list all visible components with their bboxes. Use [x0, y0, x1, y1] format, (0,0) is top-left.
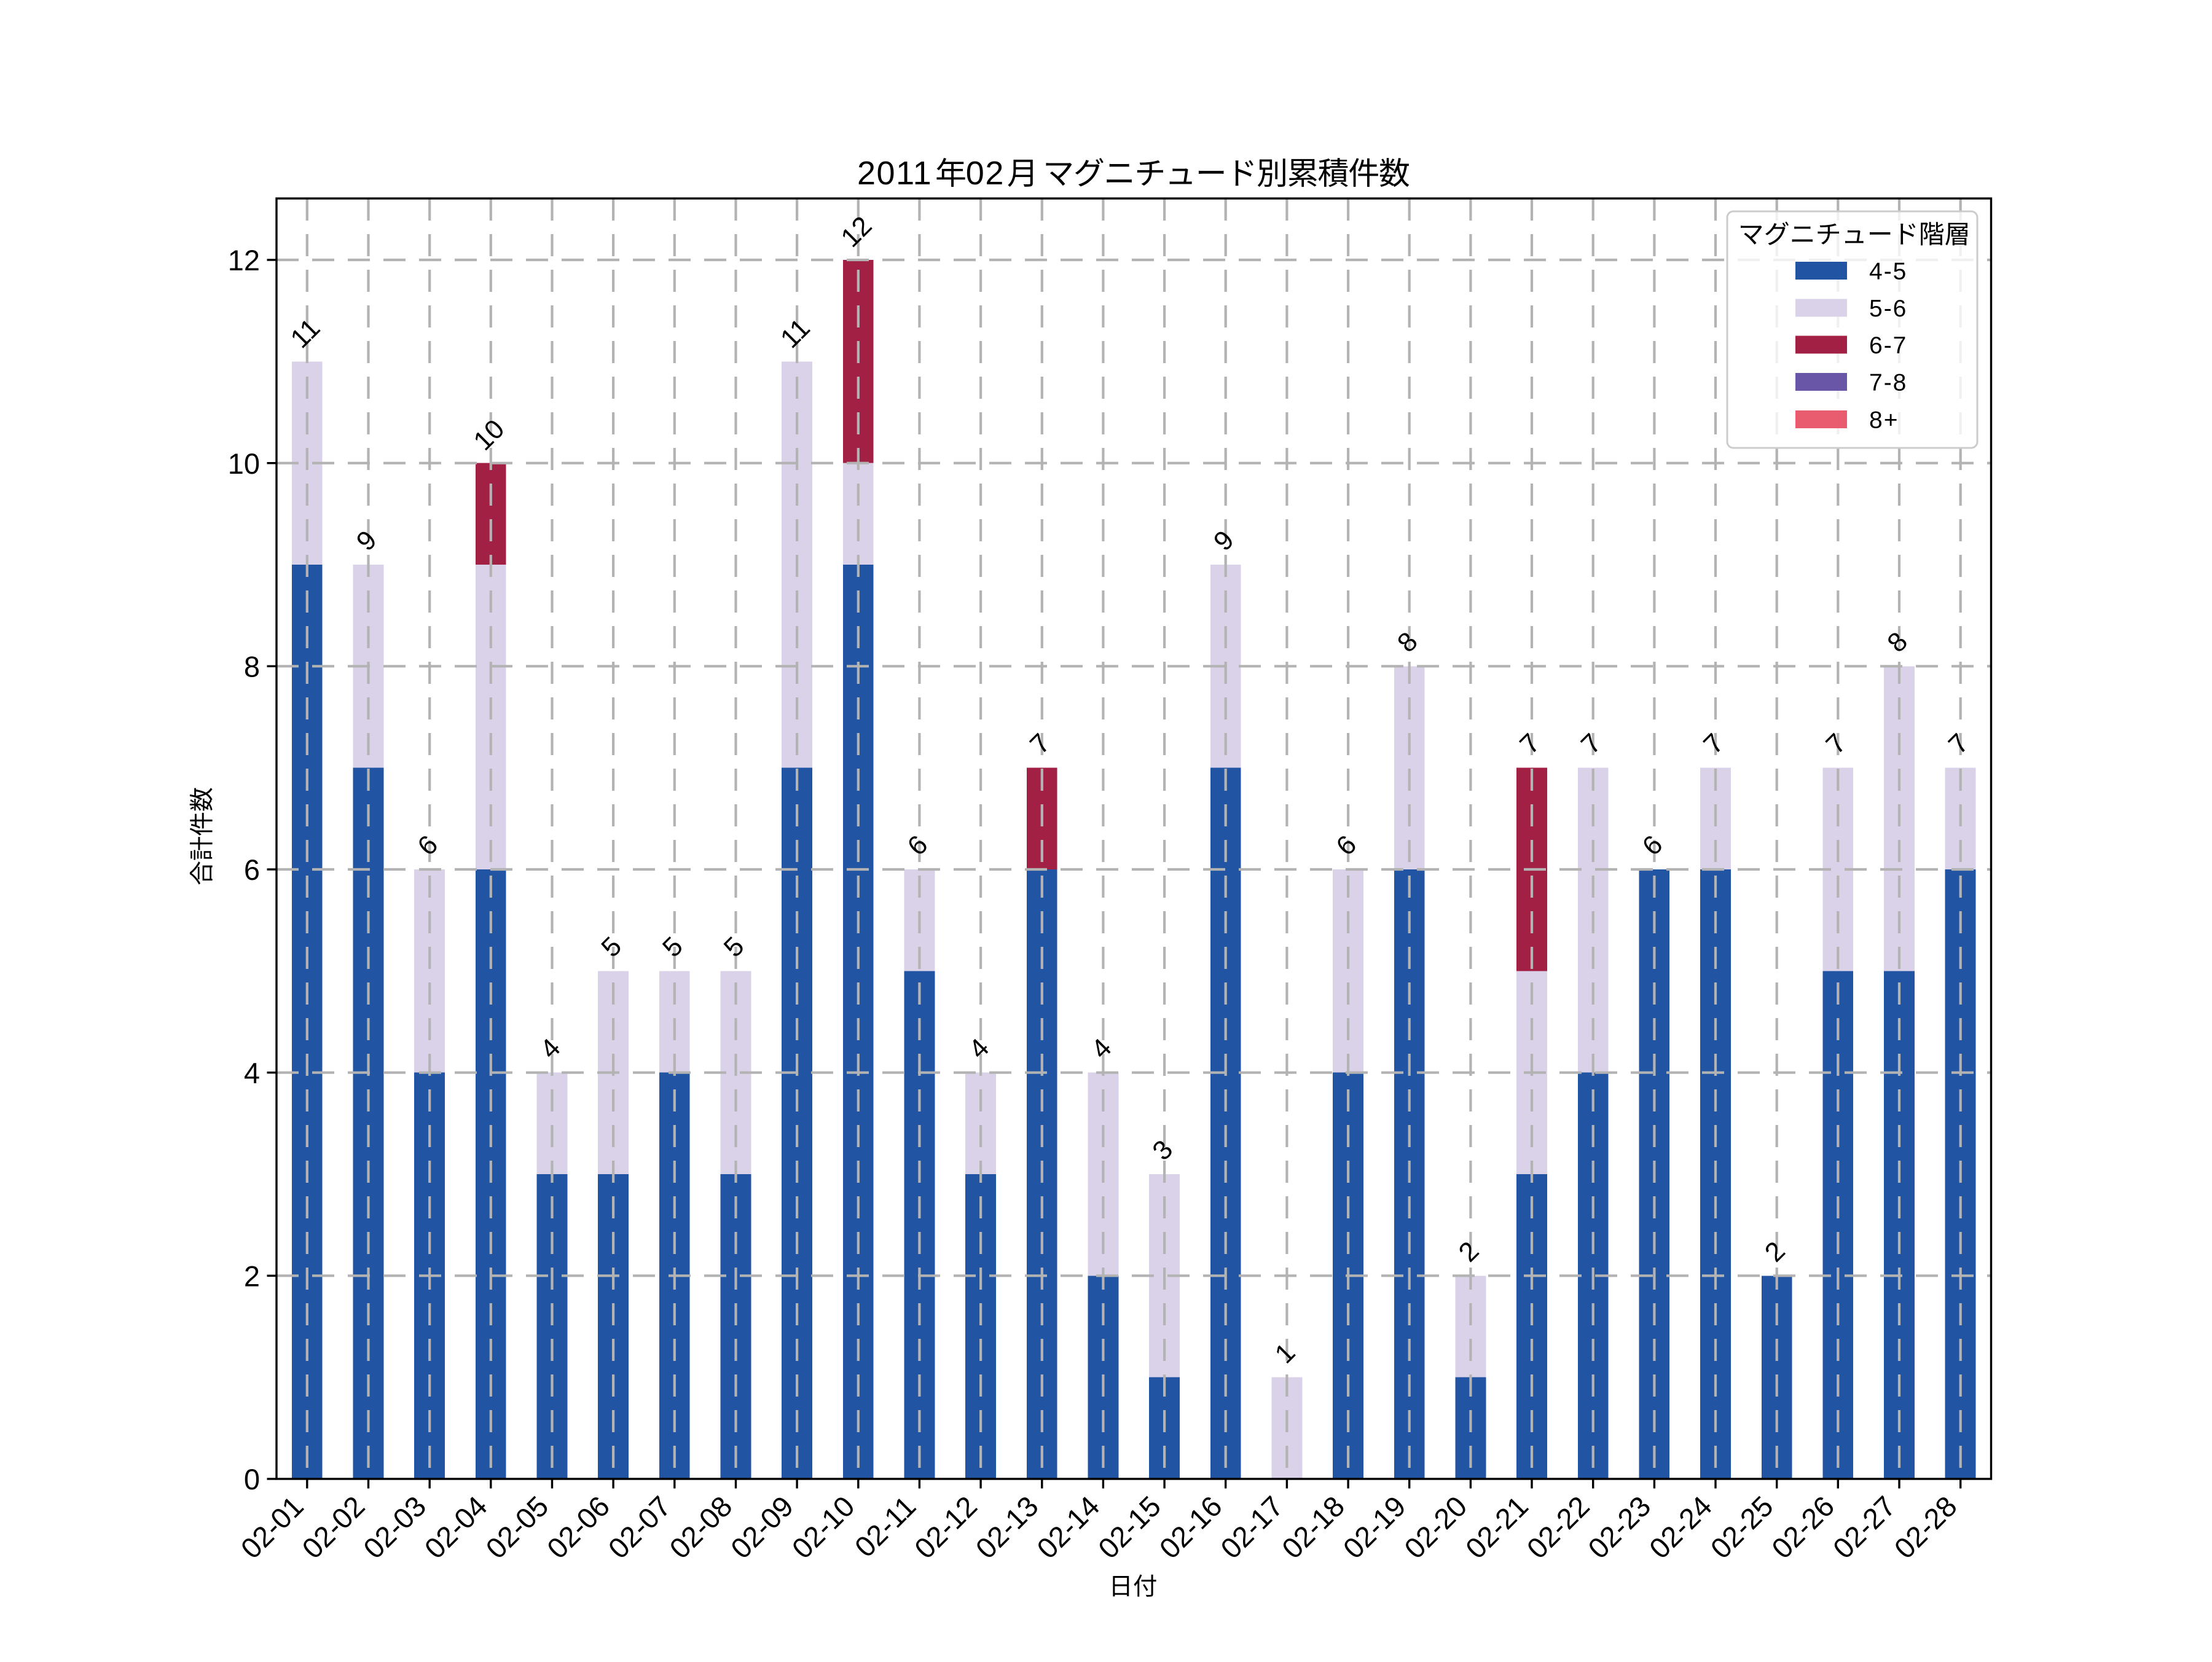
svg-text:6: 6	[244, 853, 260, 886]
svg-text:4-5: 4-5	[1869, 258, 1907, 284]
svg-text:7-8: 7-8	[1869, 369, 1907, 396]
svg-text:0: 0	[244, 1463, 260, 1495]
svg-text:2011: 2011	[857, 155, 932, 192]
svg-text:12: 12	[228, 244, 260, 276]
svg-text:02: 02	[966, 155, 1005, 192]
svg-text:8+: 8+	[1869, 407, 1899, 433]
svg-text:2: 2	[244, 1260, 260, 1292]
svg-text:10: 10	[228, 447, 260, 480]
svg-text:6-7: 6-7	[1869, 332, 1907, 359]
svg-text:5-6: 5-6	[1869, 296, 1907, 322]
svg-text:8: 8	[244, 650, 260, 683]
svg-text:4: 4	[244, 1057, 260, 1089]
